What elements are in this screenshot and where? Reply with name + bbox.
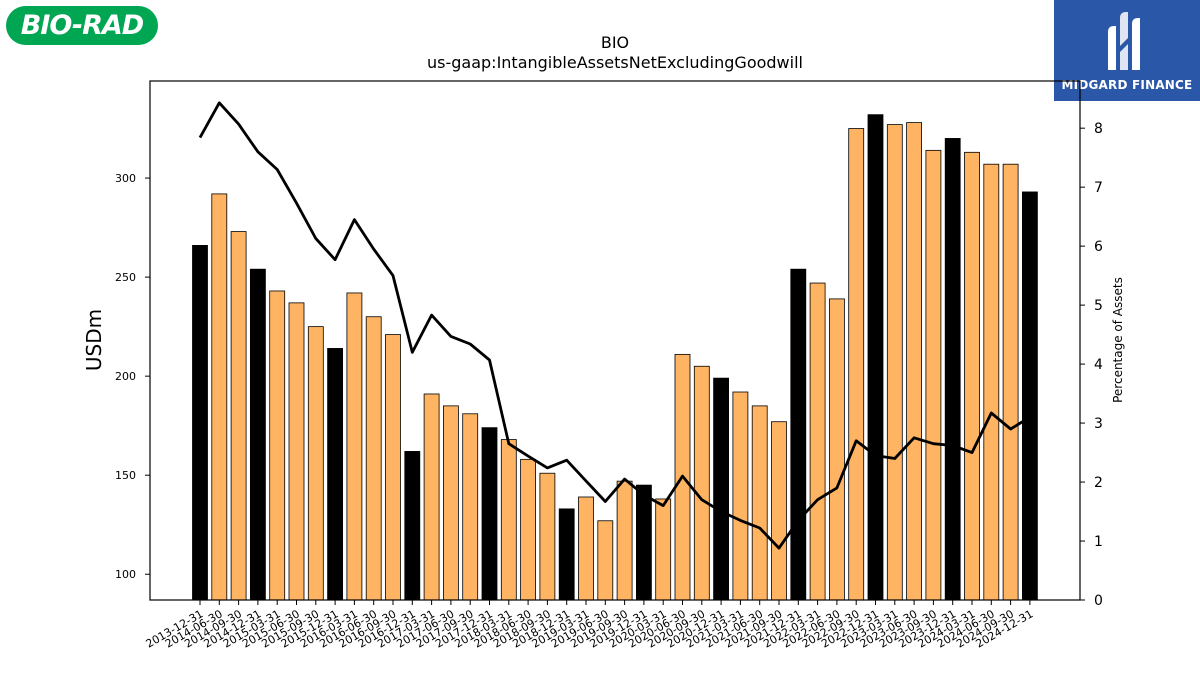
bio-rad-logo-text: BIO-RAD xyxy=(20,10,144,41)
y2-tick-label: 3 xyxy=(1094,416,1103,432)
y-tick-label: 100 xyxy=(115,568,136,581)
midgard-logo-icon xyxy=(1108,12,1140,70)
y2-tick-label: 2 xyxy=(1094,475,1103,491)
left-axis-ticks: 100 150 200 250 300 xyxy=(115,172,150,581)
bar xyxy=(211,193,228,601)
y-tick-label: 250 xyxy=(115,271,136,284)
bar xyxy=(423,393,440,601)
bar xyxy=(327,348,344,601)
bar xyxy=(829,298,845,601)
y2-tick-label: 6 xyxy=(1094,239,1103,255)
bar xyxy=(655,498,672,601)
bar xyxy=(346,292,363,601)
y2-tick-label: 5 xyxy=(1094,298,1103,314)
brand-name: MIDGARD FINANCE xyxy=(1061,78,1193,92)
bar xyxy=(983,163,1000,601)
bar xyxy=(809,282,826,601)
bar xyxy=(906,122,922,601)
y-tick-label: 150 xyxy=(115,469,136,482)
bar xyxy=(307,326,324,601)
bar xyxy=(269,290,286,601)
y-tick-label: 300 xyxy=(115,172,136,185)
bar xyxy=(732,391,749,601)
bar xyxy=(481,427,498,601)
bar xyxy=(790,268,807,601)
bar xyxy=(520,458,536,601)
bar xyxy=(288,302,305,601)
x-axis-ticks: 2013-12-312014-06-302014-09-302014-12-31… xyxy=(144,600,1035,651)
percentage-line xyxy=(198,101,1031,550)
plot-frame xyxy=(149,80,1081,601)
bar xyxy=(964,151,980,601)
y2-tick-label: 1 xyxy=(1094,534,1103,550)
bar xyxy=(925,149,942,601)
bar xyxy=(944,138,961,601)
bar xyxy=(578,496,594,601)
bar xyxy=(249,268,266,601)
chart-subtitle: us-gaap:IntangibleAssetsNetExcludingGood… xyxy=(427,53,803,72)
y2-tick-label: 4 xyxy=(1094,357,1103,373)
bar-series xyxy=(192,114,1038,601)
bar xyxy=(713,377,729,601)
bio-rad-logo: BIO-RAD xyxy=(6,6,158,45)
right-axis-ticks: 0 1 2 3 4 5 6 7 8 xyxy=(1080,121,1103,609)
bar xyxy=(1002,163,1019,601)
midgard-finance-badge: MIDGARD FINANCE xyxy=(1054,0,1200,101)
bar xyxy=(751,405,768,601)
bar xyxy=(230,231,247,601)
bar xyxy=(500,439,517,601)
bar xyxy=(636,484,652,601)
bar xyxy=(867,114,884,601)
bar xyxy=(771,421,787,601)
bar xyxy=(886,124,903,601)
chart-title: BIO xyxy=(601,33,629,52)
y2-axis-label: Percentage of Assets xyxy=(1111,277,1125,403)
bar xyxy=(404,451,421,601)
bar xyxy=(442,405,459,601)
bar xyxy=(192,245,208,601)
y-tick-label: 200 xyxy=(115,370,136,383)
bar xyxy=(1022,191,1038,601)
bar xyxy=(462,413,479,601)
bar xyxy=(385,334,401,601)
y2-tick-label: 7 xyxy=(1094,180,1103,196)
y2-tick-label: 0 xyxy=(1094,593,1103,609)
bar xyxy=(597,520,614,601)
bar xyxy=(693,365,710,601)
bar xyxy=(539,472,556,601)
y2-tick-label: 8 xyxy=(1094,121,1103,137)
bar xyxy=(616,480,633,601)
y-axis-label: USDm xyxy=(82,309,106,371)
bar xyxy=(558,508,575,601)
bar xyxy=(848,128,865,601)
bar xyxy=(365,316,382,601)
